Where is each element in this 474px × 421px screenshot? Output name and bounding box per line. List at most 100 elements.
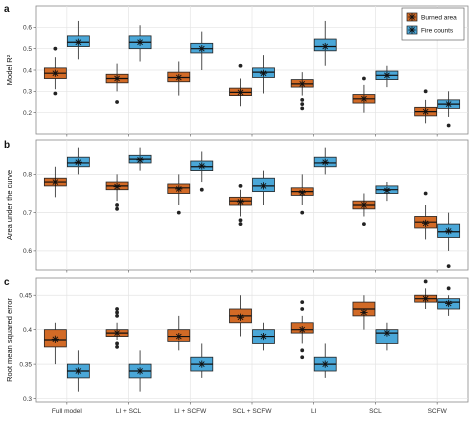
mean-marker-stroke: [299, 81, 306, 87]
mean-marker-stroke: [75, 368, 82, 374]
box-fire: [190, 343, 214, 378]
outlier-point: [115, 206, 119, 211]
y-tick-label: 0.45: [19, 293, 32, 300]
outlier-point: [53, 91, 58, 96]
legend-label: Burned area: [421, 14, 457, 21]
outlier-point: [115, 203, 119, 207]
box-burned: [414, 191, 438, 240]
mean-marker: [236, 198, 245, 206]
mean-marker: [383, 71, 391, 79]
box-fire: [66, 147, 90, 175]
y-axis-title: Root mean squared error: [5, 298, 14, 382]
mean-marker-stroke: [137, 157, 143, 163]
mean-marker-stroke: [260, 183, 267, 189]
outlier-point: [300, 210, 305, 215]
box-fire: [437, 286, 461, 316]
mean-marker: [198, 360, 206, 368]
y-tick-label: 0.35: [19, 361, 32, 368]
outlier-point: [362, 76, 366, 81]
box-burned: [229, 295, 252, 337]
outlier-point: [362, 222, 366, 227]
mean-marker: [298, 80, 306, 88]
mean-marker: [113, 74, 121, 83]
mean-marker-stroke: [237, 199, 244, 205]
mean-marker-stroke: [445, 101, 452, 107]
mean-marker: [51, 69, 59, 77]
box-burned: [352, 193, 376, 227]
outlier-point: [115, 100, 119, 104]
outlier-point: [446, 123, 451, 128]
box-fire: [252, 170, 275, 205]
box-fire: [375, 182, 399, 202]
mean-marker-stroke: [445, 300, 452, 307]
outlier-point: [238, 222, 243, 227]
y-axis-title: Model R²: [5, 54, 14, 85]
box-burned: [290, 72, 314, 111]
mean-marker-stroke: [237, 314, 244, 321]
outlier-point: [238, 183, 243, 188]
outlier-point: [199, 187, 204, 192]
mean-marker-stroke: [198, 361, 205, 367]
y-tick-label: 0.4: [23, 67, 32, 74]
outlier-point: [115, 341, 119, 346]
mean-marker: [74, 158, 82, 166]
y-axis-title: Area under the curve: [5, 170, 14, 240]
mean-marker-stroke: [422, 295, 429, 302]
mean-marker-stroke: [384, 187, 390, 194]
box-fire: [313, 20, 337, 66]
box-burned: [352, 76, 376, 113]
mean-marker-stroke: [445, 228, 452, 234]
box-fire: [66, 20, 90, 60]
box-fire: [66, 350, 90, 392]
mean-marker: [175, 185, 183, 193]
mean-marker: [198, 162, 206, 170]
y-tick-label: 0.3: [23, 89, 32, 96]
mean-marker-stroke: [361, 95, 367, 102]
mean-marker-stroke: [322, 159, 329, 166]
mean-marker: [51, 178, 59, 186]
box-burned: [105, 63, 129, 104]
outlier-point: [115, 313, 119, 318]
box-fire: [313, 147, 337, 175]
mean-marker: [360, 95, 368, 103]
x-tick-label: SCL: [369, 408, 382, 415]
series-fire: [66, 20, 461, 128]
box-fire: [252, 322, 275, 351]
outlier-point: [176, 210, 181, 215]
mean-marker-stroke: [175, 74, 182, 81]
mean-marker: [74, 367, 82, 375]
box-fire: [128, 147, 152, 171]
panel-label: b: [4, 140, 10, 151]
mean-marker: [383, 329, 391, 337]
x-tick-label: SCL + SCFW: [233, 408, 273, 415]
mean-marker: [259, 332, 268, 341]
mean-marker: [51, 335, 59, 343]
box-fire: [128, 350, 152, 392]
mean-marker-stroke: [384, 72, 390, 79]
mean-marker: [175, 73, 183, 82]
box-burned: [43, 166, 67, 198]
outlier-point: [300, 300, 305, 305]
mean-marker-stroke: [322, 43, 329, 50]
mean-marker: [422, 108, 430, 116]
mean-marker: [321, 158, 329, 166]
x-tick-label: LI: [311, 408, 317, 415]
mean-marker: [360, 308, 368, 317]
y-tick-label: 0.2: [23, 110, 32, 117]
series-burned: [43, 46, 438, 124]
box-burned: [43, 46, 67, 96]
series-fire: [66, 286, 461, 392]
box-burned: [167, 174, 191, 215]
box-burned: [229, 183, 252, 227]
mean-marker-stroke: [237, 89, 244, 96]
box-burned: [105, 174, 129, 211]
mean-marker: [445, 227, 453, 235]
mean-marker-stroke: [198, 163, 205, 169]
panel-a: 0.2 0.3 0.4 0.5 0.6 a Model R² Burned area Fire …: [4, 4, 469, 137]
mean-marker: [445, 299, 453, 308]
mean-marker-stroke: [361, 202, 367, 208]
mean-marker-stroke: [409, 14, 415, 20]
y-tick-label: 0.6: [23, 25, 32, 32]
x-tick-label: LI + SCFW: [174, 408, 207, 415]
box-fire: [190, 151, 214, 192]
